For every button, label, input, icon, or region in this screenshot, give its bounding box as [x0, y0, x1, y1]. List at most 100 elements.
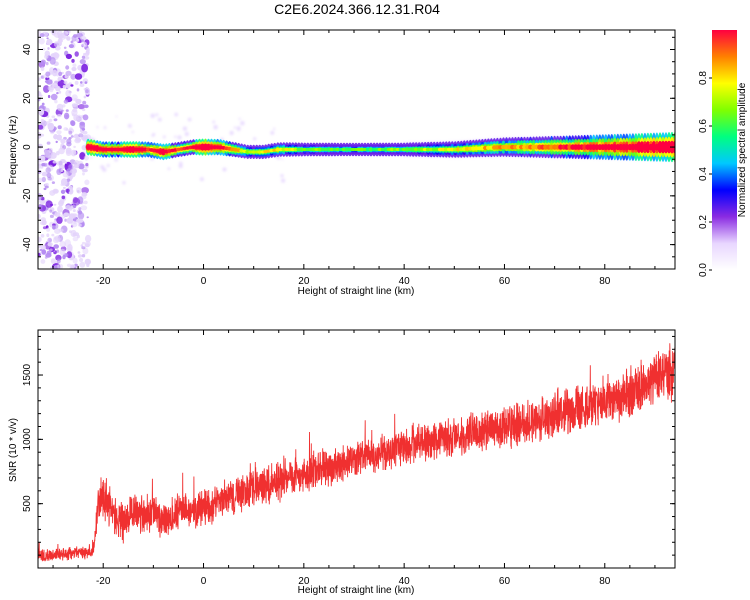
- spectrogram-y-ticks: -40 -20 0 20 40: [22, 36, 675, 270]
- noise-speckle: [39, 33, 45, 38]
- snr-panel: -20 0 20 40 60 80 500 1000 1500 Height of strai…: [8, 329, 676, 596]
- noise-speckle: [53, 236, 57, 240]
- noise-speckle: [56, 92, 59, 95]
- noise-speckle: [81, 136, 86, 141]
- noise-speckle: [65, 65, 70, 70]
- spectrogram-frame: [37, 29, 676, 270]
- noise-speckle: [65, 205, 71, 210]
- noise-speckle: [40, 118, 45, 123]
- snr-x-ticks: -20 0 20 40 60 80: [52, 330, 656, 587]
- noise-speckle: [82, 130, 88, 135]
- noise-speckle: [82, 100, 87, 105]
- noise-speckle: [63, 112, 70, 120]
- noise-speckle: [74, 51, 79, 57]
- ridge-speckle: [106, 164, 110, 167]
- noise-speckle: [75, 137, 82, 142]
- spectrogram-noise-region: [38, 30, 92, 269]
- ridge-speckle: [184, 131, 189, 137]
- spectrogram-x-axis-label: Height of straight line (km): [298, 286, 415, 297]
- noise-speckle: [72, 257, 78, 264]
- ridge-speckle: [187, 117, 192, 122]
- noise-speckle: [78, 133, 84, 138]
- noise-speckle: [47, 94, 51, 99]
- ridge-speckle: [100, 165, 105, 169]
- noise-speckle: [43, 85, 50, 93]
- noise-speckle: [56, 103, 64, 111]
- noise-speckle: [71, 66, 77, 72]
- noise-speckle: [49, 57, 56, 65]
- snr-y-ticks: 500 1000 1500: [22, 335, 675, 569]
- noise-speckle: [63, 186, 66, 189]
- noise-speckle: [76, 187, 82, 194]
- noise-speckle: [79, 83, 85, 87]
- noise-speckle: [43, 149, 51, 158]
- noise-speckle: [68, 213, 75, 219]
- noise-speckle: [46, 172, 52, 178]
- noise-speckle: [86, 47, 90, 53]
- spectrogram-panel: -20 0 20 40 60 80 -40 -20 0 20 40 Height of strai…: [8, 29, 676, 297]
- spectrogram-y-tick-label: 40: [22, 44, 33, 56]
- noise-speckle: [38, 252, 41, 257]
- noise-speckle: [63, 127, 68, 131]
- ridge-speckle: [238, 117, 241, 120]
- noise-speckle: [64, 161, 68, 165]
- noise-speckle: [50, 93, 58, 101]
- ridge-speckle: [152, 133, 156, 136]
- noise-speckle: [81, 254, 86, 258]
- ridge-speckle: [179, 161, 183, 166]
- noise-speckle: [68, 164, 74, 170]
- noise-speckle: [78, 163, 85, 170]
- noise-speckle: [70, 135, 74, 138]
- noise-speckle: [51, 82, 58, 88]
- ridge-speckle: [155, 113, 159, 117]
- colorbar-ticks: 0.0 0.2 0.4 0.6 0.8: [698, 71, 712, 277]
- noise-speckle: [65, 109, 69, 112]
- noise-speckle: [82, 247, 89, 255]
- noise-speckle: [71, 113, 75, 117]
- noise-speckle: [85, 162, 89, 167]
- noise-speckle: [53, 203, 57, 206]
- noise-speckle: [44, 185, 49, 189]
- noise-speckle: [38, 77, 41, 81]
- noise-speckle: [84, 52, 90, 57]
- noise-speckle: [53, 244, 59, 249]
- noise-speckle: [73, 220, 77, 225]
- spectrogram-x-ticks: -20 0 20 40 60 80: [52, 30, 656, 287]
- noise-speckle: [38, 143, 43, 149]
- noise-speckle: [64, 163, 68, 167]
- noise-speckle: [72, 63, 77, 67]
- noise-speckle: [73, 150, 76, 155]
- noise-speckle: [56, 258, 61, 264]
- noise-speckle: [51, 211, 55, 215]
- snr-y-axis-label: SNR (10 * v/v): [8, 418, 19, 482]
- ridge-speckle: [212, 120, 216, 124]
- noise-speckle: [38, 203, 42, 208]
- snr-y-tick-label: 500: [22, 495, 33, 512]
- noise-speckle: [70, 169, 74, 174]
- snr-x-tick-label: 20: [298, 576, 310, 587]
- ridge-speckle: [103, 126, 107, 129]
- noise-speckle: [58, 90, 62, 94]
- noise-speckle: [56, 30, 63, 37]
- noise-speckle: [63, 46, 67, 49]
- ridge-speckle: [273, 127, 276, 130]
- noise-speckle: [38, 91, 42, 97]
- noise-speckle: [40, 259, 46, 264]
- noise-speckle: [53, 41, 59, 47]
- noise-speckle: [81, 246, 86, 250]
- noise-speckle: [78, 207, 82, 211]
- noise-speckle: [58, 147, 65, 155]
- noise-speckle: [69, 127, 73, 131]
- noise-speckle: [82, 114, 89, 121]
- noise-speckle: [47, 242, 53, 247]
- noise-speckle: [44, 54, 49, 59]
- noise-speckle: [58, 71, 63, 77]
- noise-speckle: [59, 248, 66, 256]
- noise-speckle: [50, 152, 57, 159]
- ridge-speckle: [174, 135, 177, 138]
- noise-speckle: [81, 241, 86, 245]
- ridge-speckle: [270, 131, 275, 135]
- noise-speckle: [49, 209, 53, 213]
- noise-speckle: [72, 197, 81, 206]
